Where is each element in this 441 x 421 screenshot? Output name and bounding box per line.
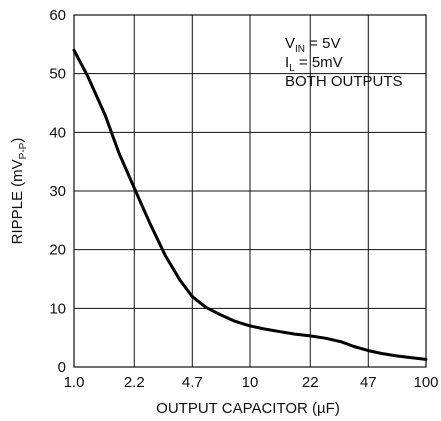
x-tick-label: 1.0 [64, 374, 85, 391]
y-tick-label: 40 [49, 124, 66, 141]
svg-text:IL = 5mV: IL = 5mV [285, 54, 343, 74]
y-tick-label: 30 [49, 183, 66, 200]
x-tick-label: 47 [360, 374, 377, 391]
conditions-annotation: VIN = 5V IL = 5mV BOTH OUTPUTS [285, 35, 403, 90]
x-tick-label: 4.7 [182, 374, 203, 391]
x-tick-label: 100 [413, 374, 438, 391]
y-tick-label: 60 [49, 7, 66, 24]
ripple-curve [72, 48, 428, 361]
svg-text:BOTH OUTPUTS: BOTH OUTPUTS [285, 73, 403, 90]
svg-text:VIN = 5V: VIN = 5V [285, 35, 340, 55]
y-tick-label: 0 [58, 359, 66, 376]
x-tick-labels: 1.0 2.2 4.7 10 22 47 100 [64, 374, 439, 391]
x-tick-label: 10 [242, 374, 259, 391]
y-tick-label: 10 [49, 300, 66, 317]
y-tick-labels: 0 10 20 30 40 50 60 [49, 7, 66, 376]
y-tick-label: 50 [49, 66, 66, 83]
x-tick-label: 2.2 [124, 374, 145, 391]
x-tick-label: 22 [302, 374, 319, 391]
plot-frame [73, 14, 427, 368]
y-tick-label: 20 [49, 242, 66, 259]
x-axis-title: OUTPUT CAPACITOR (µF) [156, 400, 340, 417]
grid-lines [74, 15, 426, 367]
y-axis-title: RIPPLE (mVP-P) [9, 138, 29, 245]
